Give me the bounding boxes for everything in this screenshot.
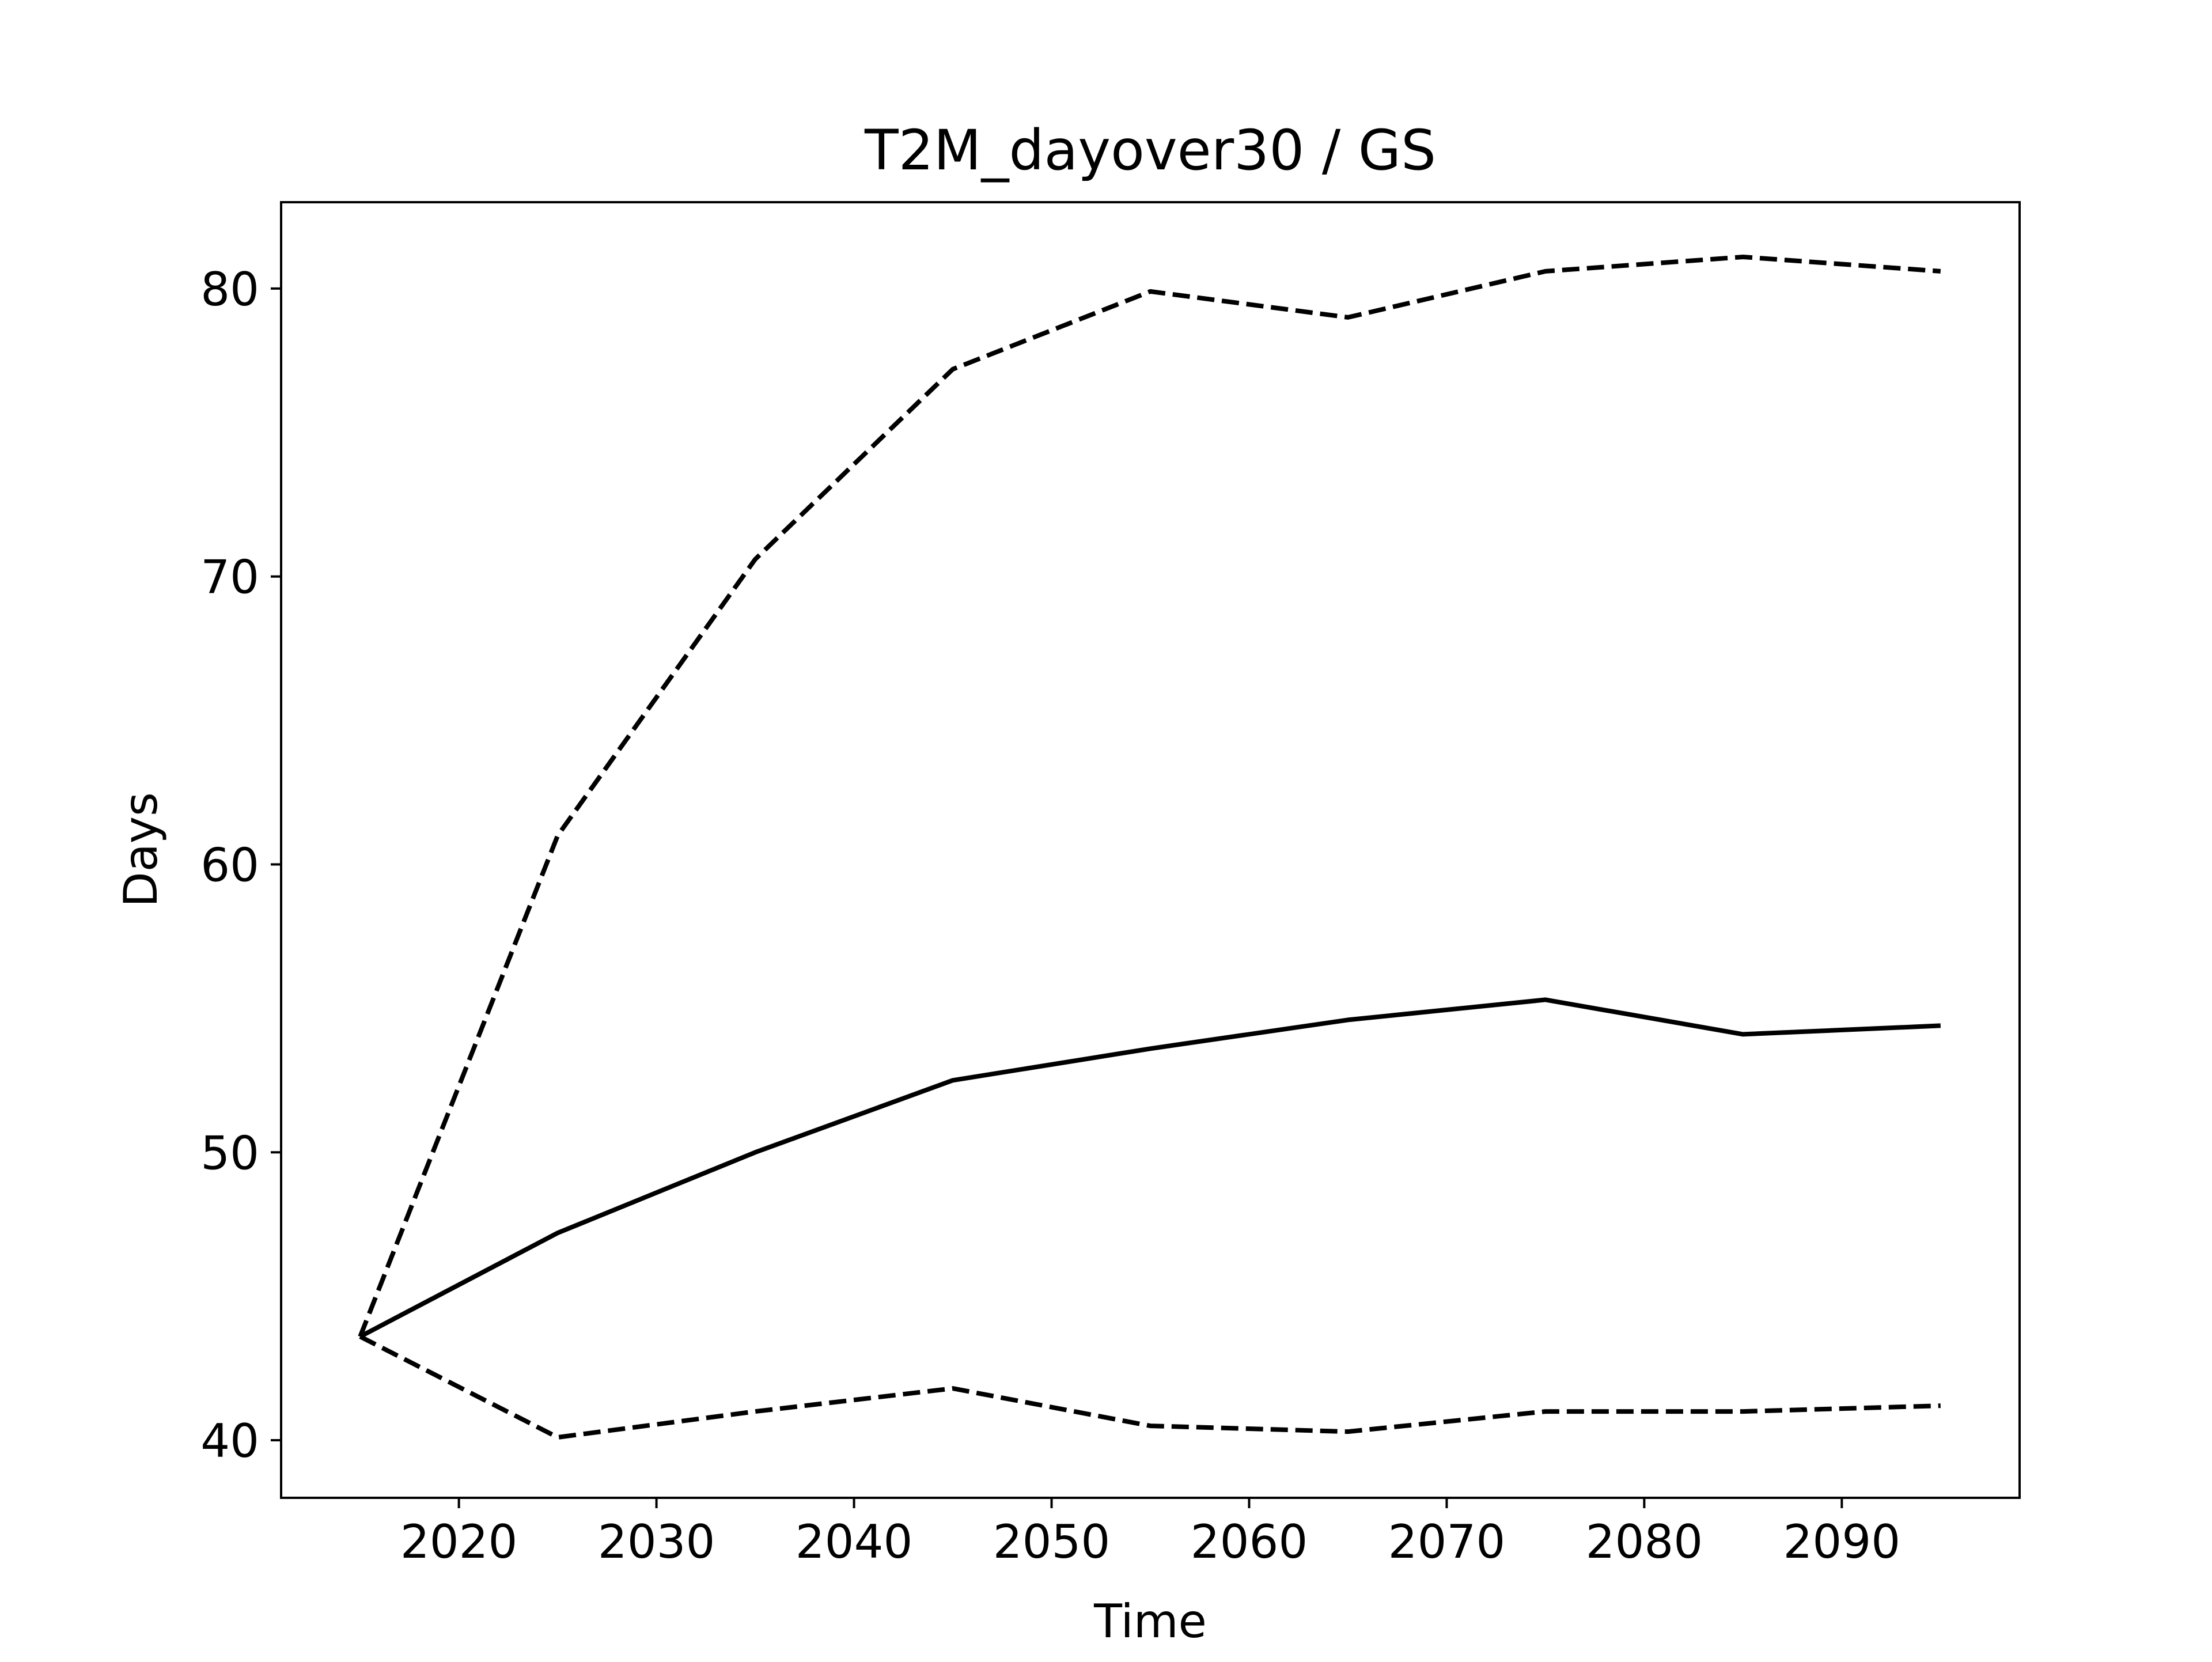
y-axis: 40 50 60 70 80 bbox=[200, 263, 281, 1468]
y-tick-label: 40 bbox=[200, 1414, 259, 1468]
axes-frame bbox=[280, 201, 2021, 1499]
y-axis-label: Days bbox=[114, 792, 168, 907]
chart-title: T2M_dayover30 / GS bbox=[864, 118, 1436, 183]
x-tick-label: 2020 bbox=[400, 1515, 518, 1569]
y-tick-label: 60 bbox=[200, 838, 259, 892]
series-line-2-dashed bbox=[358, 255, 1941, 1338]
y-tick-label: 50 bbox=[200, 1126, 259, 1180]
x-tick-label: 2030 bbox=[598, 1515, 715, 1569]
x-tick-label: 2090 bbox=[1783, 1515, 1901, 1569]
x-tick-label: 2040 bbox=[796, 1515, 913, 1569]
series-line-3-dashed bbox=[359, 1334, 1941, 1440]
x-tick-label: 2060 bbox=[1191, 1515, 1308, 1569]
series-line-1-solid bbox=[359, 997, 1941, 1339]
x-tick-label: 2070 bbox=[1388, 1515, 1506, 1569]
y-tick-label: 70 bbox=[200, 551, 259, 604]
x-tick-label: 2080 bbox=[1586, 1515, 1703, 1569]
x-tick-label: 2050 bbox=[993, 1515, 1111, 1569]
plot-area bbox=[358, 255, 1941, 1440]
x-axis-label: Time bbox=[1093, 1595, 1207, 1648]
y-tick-label: 80 bbox=[200, 263, 259, 316]
x-axis: 2020 2030 2040 2050 2060 2070 2080 2090 bbox=[400, 1498, 1900, 1569]
